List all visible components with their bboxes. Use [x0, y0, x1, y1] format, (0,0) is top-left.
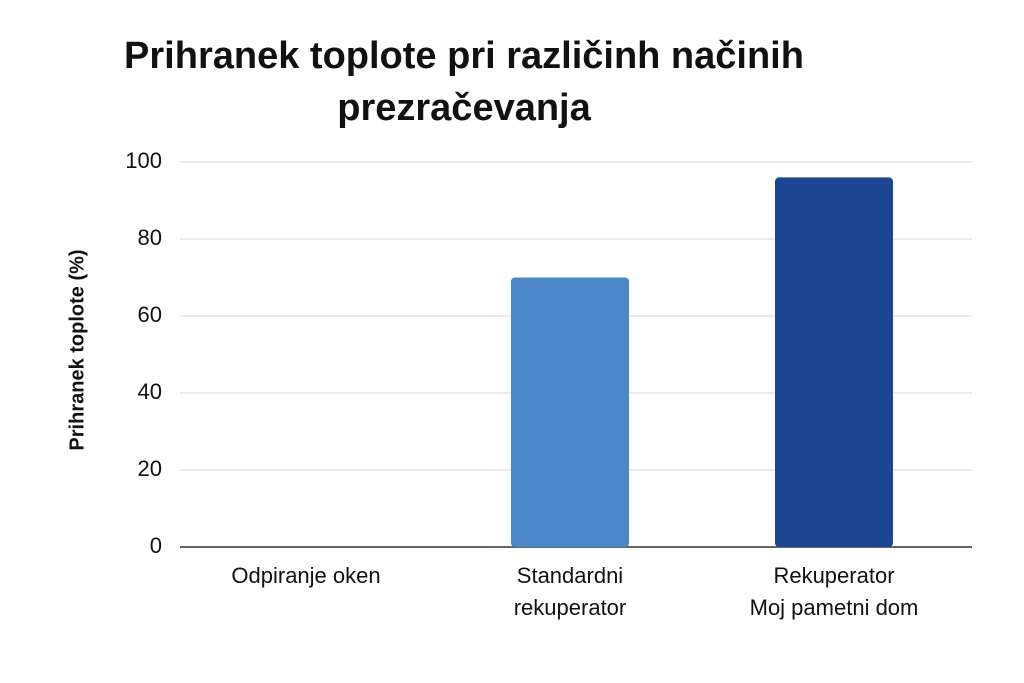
y-tick-label: 20 — [138, 456, 162, 481]
y-axis-label: Prihranek toplote (%) — [66, 249, 88, 450]
y-tick-label: 100 — [125, 148, 162, 173]
x-tick-label: Standardni rekuperator — [513, 563, 627, 620]
y-tick-label: 40 — [138, 379, 162, 404]
chart-title: Prihranek toplote pri različinh načinih … — [124, 35, 804, 129]
bar — [511, 277, 629, 547]
x-tick-label: Rekuperator Moj pametni dom — [749, 563, 919, 620]
y-tick-label: 80 — [138, 225, 162, 250]
x-tick-label: Odpiranje oken — [231, 563, 381, 588]
y-tick-label: 0 — [150, 533, 162, 558]
bar — [775, 177, 893, 547]
y-tick-label: 60 — [138, 302, 162, 327]
